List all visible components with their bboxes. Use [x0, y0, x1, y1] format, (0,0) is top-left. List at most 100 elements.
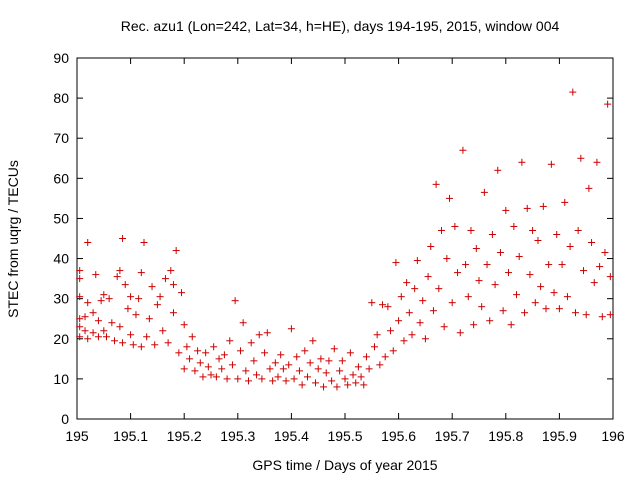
data-point: [169, 281, 177, 289]
data-point: [561, 198, 569, 206]
x-tick-label: 195.7: [435, 428, 470, 444]
data-point: [89, 309, 97, 317]
data-point: [555, 305, 563, 313]
x-tick-label: 195.4: [274, 428, 309, 444]
data-point: [526, 271, 534, 279]
data-point: [274, 373, 282, 381]
data-points: [76, 88, 614, 391]
data-point: [84, 335, 92, 343]
data-point: [499, 307, 507, 315]
data-point: [416, 319, 424, 327]
data-point: [84, 239, 92, 247]
y-tick-label: 20: [53, 331, 69, 347]
data-point: [446, 194, 454, 202]
data-point: [119, 339, 127, 347]
data-point: [349, 371, 357, 379]
data-point: [456, 329, 464, 337]
y-tick-label: 40: [53, 251, 69, 267]
data-point: [76, 333, 84, 341]
data-point: [245, 377, 253, 385]
data-point: [472, 245, 480, 253]
data-point: [191, 367, 199, 375]
data-point: [580, 267, 588, 275]
data-point: [322, 369, 330, 377]
data-point: [215, 355, 223, 363]
data-point: [169, 309, 177, 317]
data-point: [470, 321, 478, 329]
data-point: [483, 261, 491, 269]
data-point: [379, 301, 387, 309]
plot-frame: [76, 57, 614, 420]
data-point: [180, 321, 188, 329]
data-point: [271, 359, 279, 367]
data-point: [368, 299, 376, 307]
data-point: [328, 377, 336, 385]
data-point: [100, 291, 108, 299]
data-point: [467, 226, 475, 234]
data-point: [504, 269, 512, 277]
data-point: [186, 355, 194, 363]
data-point: [306, 359, 314, 367]
data-point: [188, 333, 196, 341]
data-point: [440, 323, 448, 331]
data-point: [590, 279, 598, 287]
data-point: [496, 249, 504, 257]
data-point: [119, 235, 127, 242]
x-tick-label: 195: [65, 428, 89, 444]
data-point: [153, 301, 161, 309]
data-point: [105, 295, 113, 303]
data-point: [480, 188, 488, 196]
data-point: [354, 363, 362, 371]
data-point: [277, 351, 285, 359]
data-point: [376, 361, 384, 369]
data-point: [137, 343, 145, 351]
data-point: [325, 357, 333, 365]
y-tick-label: 0: [61, 411, 69, 427]
data-point: [357, 373, 365, 381]
y-tick-label: 90: [53, 50, 69, 66]
data-point: [550, 289, 558, 297]
data-point: [408, 331, 416, 339]
data-point: [437, 226, 445, 234]
data-point: [285, 361, 293, 369]
data-point: [108, 319, 116, 327]
data-point: [94, 333, 102, 341]
data-point: [76, 275, 84, 283]
data-point: [282, 377, 290, 385]
data-point: [451, 222, 459, 230]
data-point: [113, 273, 121, 281]
data-point: [381, 353, 389, 361]
data-point: [344, 381, 352, 389]
data-point: [491, 281, 499, 289]
data-point: [76, 267, 84, 275]
data-point: [121, 281, 129, 289]
data-point: [143, 333, 151, 341]
y-tick-label: 30: [53, 291, 69, 307]
data-point: [127, 293, 135, 301]
data-point: [360, 381, 368, 389]
x-tick-label: 195.2: [167, 428, 202, 444]
data-point: [419, 297, 427, 305]
x-tick-label: 195.6: [381, 428, 416, 444]
data-point: [76, 323, 84, 331]
data-point: [604, 100, 612, 108]
data-point: [175, 349, 183, 357]
data-point: [309, 337, 317, 345]
data-point: [585, 184, 593, 192]
x-tick-label: 195.9: [542, 428, 577, 444]
data-point: [81, 313, 89, 321]
data-point: [290, 375, 298, 383]
y-tick-label: 70: [53, 130, 69, 146]
data-point: [370, 343, 378, 351]
y-tick-label: 80: [53, 90, 69, 106]
data-point: [220, 351, 228, 359]
data-point: [242, 367, 250, 375]
data-point: [135, 295, 143, 303]
data-point: [263, 329, 271, 337]
data-point: [502, 206, 510, 214]
data-point: [303, 373, 311, 381]
data-point: [89, 329, 97, 337]
data-point: [542, 305, 550, 313]
data-point: [510, 222, 518, 230]
data-point: [601, 249, 609, 257]
